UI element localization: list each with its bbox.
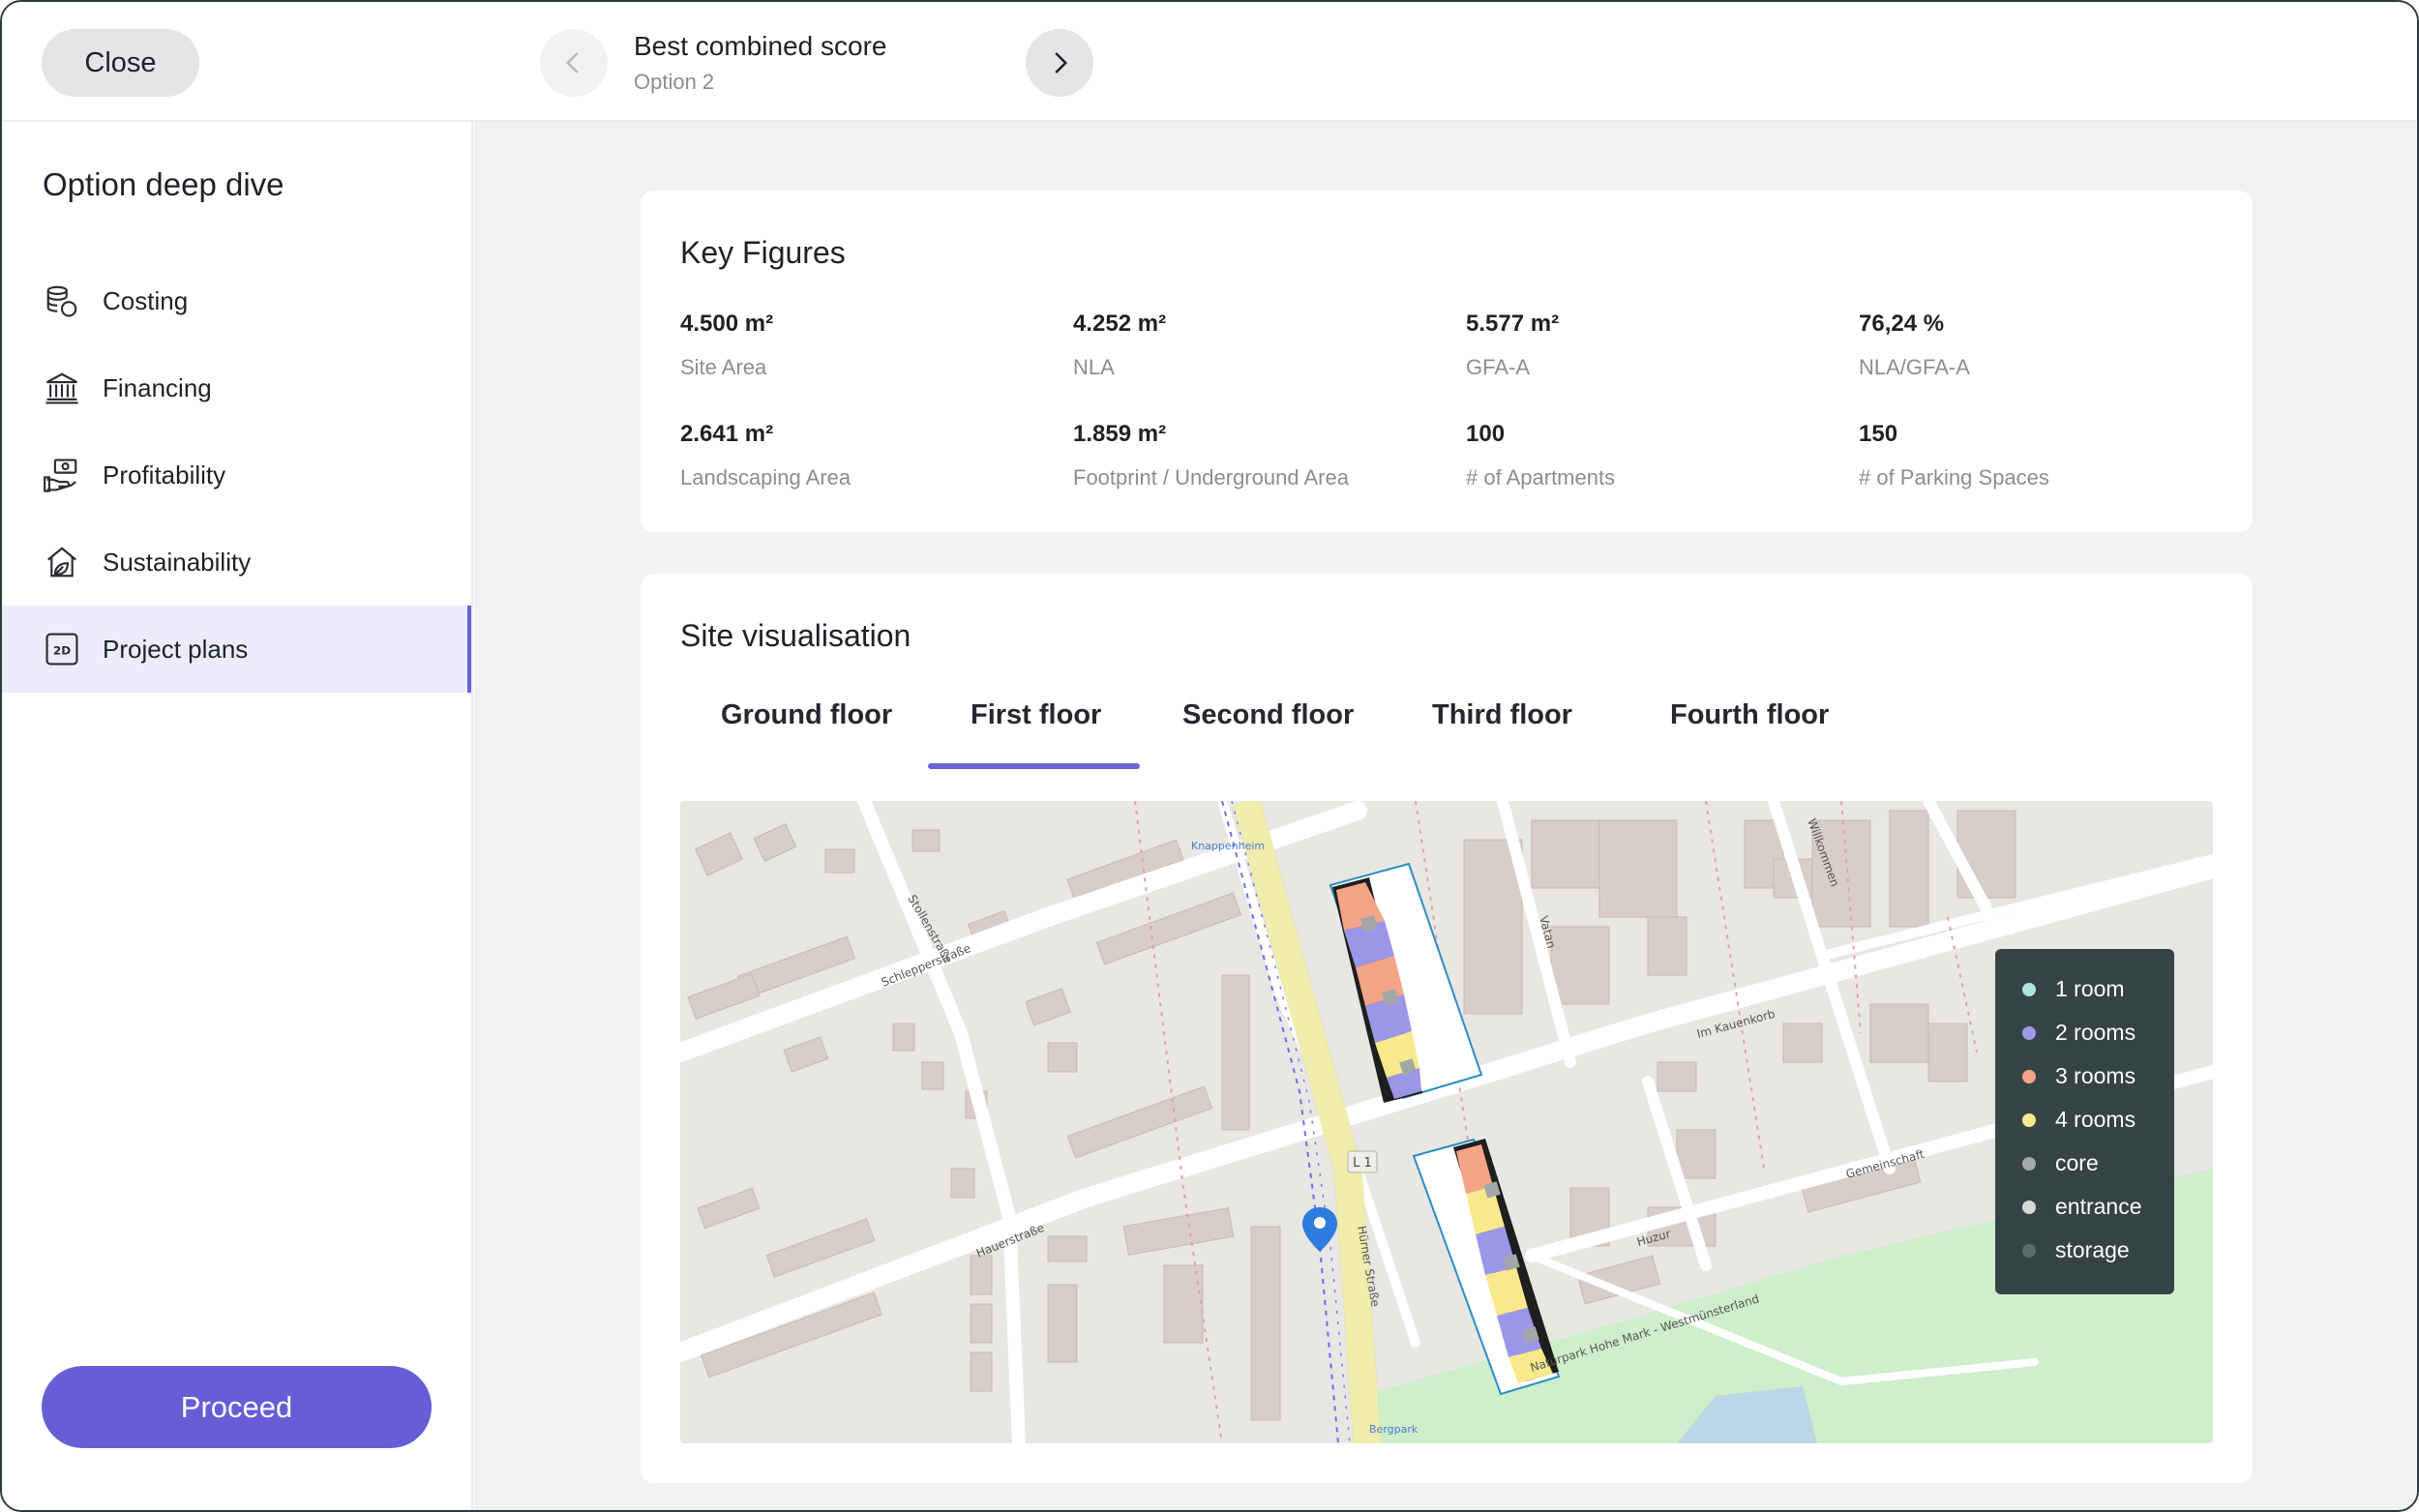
sidebar-item-profitability[interactable]: Profitability (2, 431, 471, 519)
svg-text:Bergpark: Bergpark (1369, 1423, 1419, 1436)
top-bar: Close Best combined score Option 2 (2, 2, 2417, 122)
legend-item: storage (2022, 1237, 2130, 1263)
coins-stack-icon (43, 282, 81, 320)
tab-third-floor[interactable]: Third floor (1432, 699, 1572, 730)
plan-2d-icon: 2D (43, 630, 81, 668)
next-option-button[interactable] (1026, 29, 1093, 97)
nla-label: NLA (1073, 355, 1115, 379)
svg-text:L 1: L 1 (1353, 1156, 1372, 1171)
legend-item: 4 rooms (2022, 1107, 2135, 1133)
room-type-legend: 1 room 2 rooms 3 rooms 4 rooms (1995, 949, 2174, 1294)
chevron-left-icon (565, 52, 579, 74)
sidebar-item-project-plans[interactable]: 2D Project plans (2, 606, 471, 693)
legend-item: entrance (2022, 1194, 2142, 1220)
footprint-area-value: 1.859 m² (1073, 421, 1167, 447)
option-subtitle: Option 2 (634, 70, 715, 94)
legend-swatch (2022, 1243, 2036, 1258)
footprint-area-label: Footprint / Underground Area (1073, 465, 1349, 489)
legend-item: 3 rooms (2022, 1063, 2135, 1089)
tab-ground-floor[interactable]: Ground floor (721, 699, 893, 730)
previous-option-button[interactable] (540, 29, 608, 97)
close-button[interactable]: Close (42, 29, 199, 97)
legend-swatch (2022, 1200, 2036, 1214)
sidebar-item-sustainability[interactable]: Sustainability (2, 519, 471, 606)
proceed-button[interactable]: Proceed (42, 1366, 432, 1448)
legend-item: 2 rooms (2022, 1020, 2135, 1046)
tab-second-floor[interactable]: Second floor (1182, 699, 1355, 730)
nla-gfa-ratio-label: NLA/GFA-A (1859, 355, 1970, 379)
site-map[interactable]: L 1 Schlepperstraße Hauerstraße Hürner S… (680, 801, 2213, 1443)
nla-value: 4.252 m² (1073, 311, 1167, 337)
svg-text:2D: 2D (53, 643, 71, 657)
apartments-label: # of Apartments (1466, 465, 1616, 489)
location-pin-icon (1302, 1207, 1337, 1252)
legend-swatch (2022, 982, 2036, 996)
sidebar: Option deep dive Costing Financing Profi… (2, 122, 473, 1510)
parking-spaces-value: 150 (1859, 421, 1898, 447)
sidebar-item-label: Profitability (103, 460, 226, 489)
sidebar-item-costing[interactable]: Costing (2, 257, 471, 344)
nla-gfa-ratio-value: 76,24 % (1859, 311, 1945, 337)
sidebar-item-label: Project plans (103, 634, 249, 664)
landscaping-area-value: 2.641 m² (680, 421, 774, 447)
tab-first-floor[interactable]: First floor (971, 699, 1102, 730)
hand-money-icon (43, 456, 81, 494)
svg-text:Knappenheim: Knappenheim (1191, 840, 1265, 852)
legend-item: core (2022, 1150, 2099, 1176)
sidebar-item-label: Sustainability (103, 547, 252, 577)
legend-swatch (2022, 1112, 2036, 1127)
sidebar-title: Option deep dive (43, 166, 284, 202)
legend-swatch (2022, 1025, 2036, 1040)
apartments-value: 100 (1466, 421, 1506, 447)
active-tab-indicator (928, 763, 1140, 769)
legend-item: 1 room (2022, 976, 2125, 1002)
gfa-label: GFA-A (1466, 355, 1531, 379)
key-figures-title: Key Figures (680, 235, 846, 270)
option-title: Best combined score (634, 31, 887, 61)
sidebar-item-label: Costing (103, 285, 189, 315)
bank-icon (43, 369, 81, 407)
sidebar-item-financing[interactable]: Financing (2, 344, 471, 431)
site-visualisation-title: Site visualisation (680, 618, 911, 653)
landscaping-area-label: Landscaping Area (680, 465, 851, 489)
site-visualisation-card: Site visualisation Ground floor First fl… (641, 574, 2253, 1483)
gfa-value: 5.577 m² (1466, 311, 1560, 337)
main-content: Key Figures 4.500 m² Site Area 4.252 m² … (474, 122, 2417, 1510)
map-canvas: L 1 Schlepperstraße Hauerstraße Hürner S… (680, 801, 2213, 1443)
sidebar-item-label: Financing (103, 372, 212, 402)
parking-spaces-label: # of Parking Spaces (1859, 465, 2049, 489)
site-area-label: Site Area (680, 355, 767, 379)
key-figures-card: Key Figures 4.500 m² Site Area 4.252 m² … (641, 191, 2253, 532)
site-area-value: 4.500 m² (680, 311, 774, 337)
legend-swatch (2022, 1069, 2036, 1083)
tab-fourth-floor[interactable]: Fourth floor (1670, 699, 1830, 730)
legend-swatch (2022, 1156, 2036, 1171)
chevron-right-icon (1055, 52, 1068, 74)
eco-house-icon (43, 543, 81, 581)
